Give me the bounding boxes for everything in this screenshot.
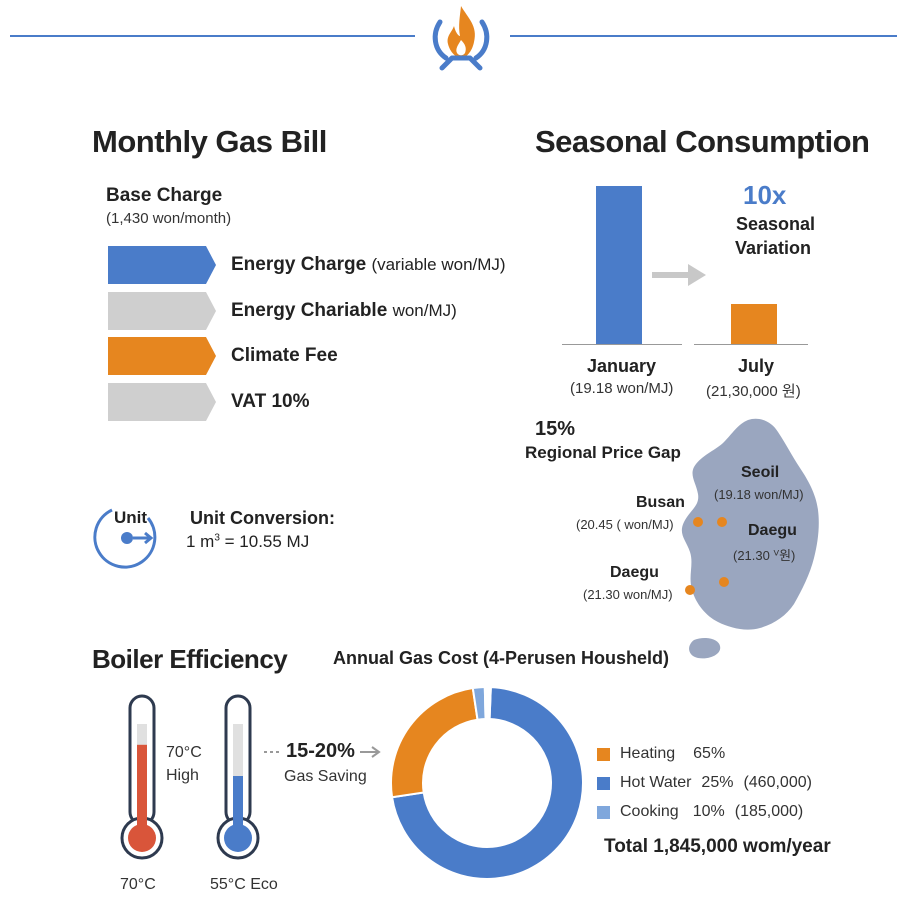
thermometer-eco-fill xyxy=(233,776,243,828)
base-charge-label: Base Charge xyxy=(106,185,223,206)
city-daegu-west-value: (21.30 won/MJ) xyxy=(583,587,673,602)
city-seoul-name: Seoil xyxy=(741,464,780,481)
left-thermometer-caption: 70°C xyxy=(120,876,156,893)
seasonal-baseline-right xyxy=(694,344,808,345)
gas-flame-burner-icon xyxy=(432,6,490,71)
energy-charge-note: (variable won/MJ) xyxy=(371,255,506,274)
legend-hot-water: Hot Water 25% (460,000) xyxy=(597,774,812,792)
saving-value: 15-20% xyxy=(286,740,355,762)
saving-pointer-icon xyxy=(264,746,381,758)
city-daegu-west-name: Daegu xyxy=(610,564,659,581)
legend-hot-water-pct: 25% xyxy=(701,774,734,791)
city-seoul-value: (19.18 won/MJ) xyxy=(714,487,804,502)
energy-chariable-row: Energy Chariable won/MJ) xyxy=(231,300,457,322)
high-temp-value: 70°C xyxy=(166,744,202,761)
legend-cooking-label: Cooking xyxy=(620,803,679,820)
thermometer-high-fill xyxy=(137,744,147,828)
energy-chariable-label: Energy Chariable xyxy=(231,300,388,321)
donut-slice-hot-water xyxy=(390,686,584,880)
header-line-left xyxy=(10,35,415,37)
thermometer-high-icon xyxy=(120,694,164,860)
legend-cooking: Cooking 10% (185,000) xyxy=(597,803,803,821)
unit-icon-label: Unit xyxy=(114,508,148,527)
bar-january xyxy=(596,186,642,344)
climate-fee-label: Climate Fee xyxy=(231,345,338,366)
saving-label: Gas Saving xyxy=(284,768,367,785)
seasonal-ratio: 10x xyxy=(743,180,787,210)
city-daegu-east-value: (21.30 ⱽ원) xyxy=(733,548,796,563)
legend-heating: Heating 65% xyxy=(597,745,725,763)
legend-heating-label: Heating xyxy=(620,745,676,762)
legend-heating-swatch xyxy=(597,747,610,761)
base-charge-value: (1,430 won/month) xyxy=(106,210,232,227)
energy-chariable-note: won/MJ) xyxy=(392,301,457,320)
city-busan-value: (20.45 ( won/MJ) xyxy=(576,517,674,532)
unit-conversion-icon xyxy=(93,508,157,569)
unit-conversion-formula: 1 m3 = 10.55 MJ xyxy=(186,532,309,552)
energy-charge-bar xyxy=(108,246,216,284)
energy-charge-row: Energy Charge (variable won/MJ) xyxy=(231,254,506,276)
legend-hot-water-amount: (460,000) xyxy=(743,774,812,791)
formula-prefix: 1 m xyxy=(186,532,215,551)
seasonal-title: Seasonal Consumption xyxy=(535,124,870,159)
bar-july xyxy=(731,304,777,344)
regional-gap-percent: 15% xyxy=(535,418,576,440)
energy-charge-label: Energy Charge xyxy=(231,254,367,275)
formula-sup: 3 xyxy=(214,532,220,544)
july-label: July xyxy=(738,356,775,376)
boiler-title: Boiler Efficiency xyxy=(92,644,288,674)
high-temp-label: High xyxy=(166,767,199,784)
legend-cooking-amount: (185,000) xyxy=(734,803,804,820)
vat-label: VAT 10% xyxy=(231,391,310,412)
legend-cooking-swatch xyxy=(597,805,610,819)
annual-donut-chart xyxy=(390,686,584,880)
legend-heating-pct: 65% xyxy=(693,745,726,762)
january-value: (19.18 won/MJ) xyxy=(570,380,674,397)
annual-title: Annual Gas Cost (4-Perusen Housheld) xyxy=(333,648,670,668)
korea-map xyxy=(681,418,819,659)
trend-arrow-icon xyxy=(652,264,706,286)
seasonal-ratio-label-2: Variation xyxy=(735,238,812,258)
energy-chariable-bar xyxy=(108,292,216,330)
annual-total: Total 1,845,000 wom/year xyxy=(604,836,831,857)
july-value: (21,30,000 원) xyxy=(706,383,801,400)
seasonal-ratio-label-1: Seasonal xyxy=(736,214,816,234)
right-thermometer-caption: 55°C Eco xyxy=(210,876,278,893)
vat-bar xyxy=(108,383,216,421)
legend-hot-water-label: Hot Water xyxy=(620,774,692,791)
formula-suffix: = 10.55 MJ xyxy=(219,532,310,551)
city-busan-name: Busan xyxy=(636,494,685,511)
january-label: January xyxy=(587,356,657,376)
climate-fee-bar xyxy=(108,337,216,375)
monthly-bill-title: Monthly Gas Bill xyxy=(92,124,327,159)
legend-cooking-pct: 10% xyxy=(692,803,725,820)
regional-gap-label: Regional Price Gap xyxy=(525,443,681,462)
unit-conversion-title: Unit Conversion: xyxy=(190,508,336,528)
legend-hot-water-swatch xyxy=(597,776,610,790)
seasonal-baseline-left xyxy=(562,344,682,345)
donut-slice-heating xyxy=(390,686,479,799)
donut-slice-gap xyxy=(483,686,492,721)
header-line-right xyxy=(510,35,897,37)
city-daegu-east-name: Daegu xyxy=(748,522,797,539)
thermometer-eco-icon xyxy=(216,694,260,860)
